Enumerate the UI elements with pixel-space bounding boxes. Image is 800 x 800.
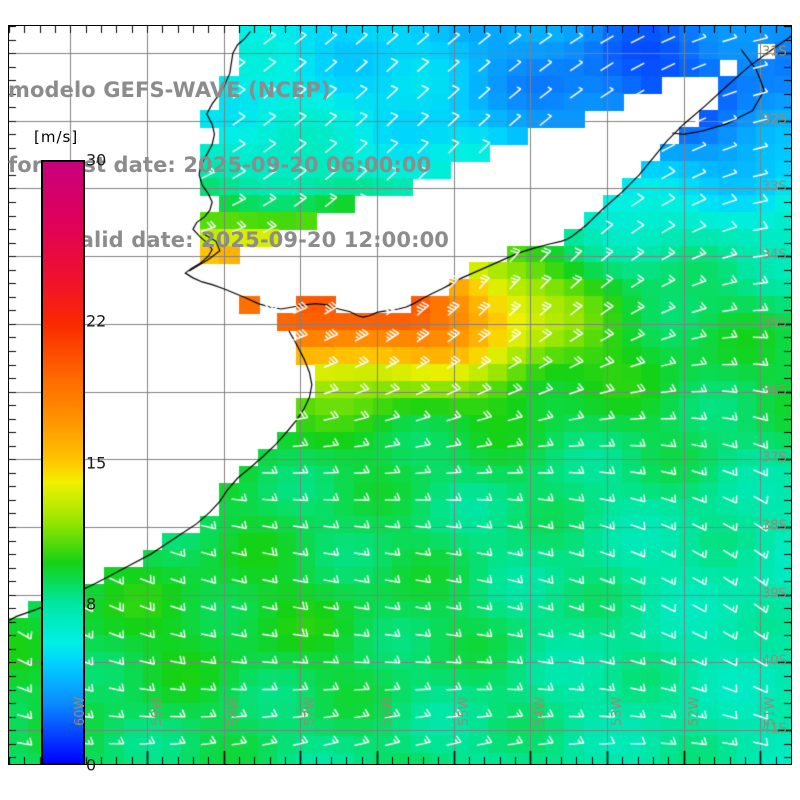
colorbar-gradient (43, 162, 83, 763)
colorbar-bar (41, 160, 85, 765)
colorbar-legend: [m/s] 30 22 15 8 0 (18, 128, 128, 778)
colorbar-tick-0: 0 (86, 755, 97, 775)
colorbar-units-label: [m/s] (34, 128, 79, 146)
colorbar-tick-30: 30 (86, 150, 107, 170)
map-plot-area[interactable] (8, 25, 792, 765)
coastline-grid-barbs-overlay (9, 26, 791, 764)
colorbar-tick-8: 8 (86, 594, 97, 614)
colorbar-tick-15: 15 (86, 453, 107, 472)
colorbar-tick-22: 22 (86, 311, 107, 331)
